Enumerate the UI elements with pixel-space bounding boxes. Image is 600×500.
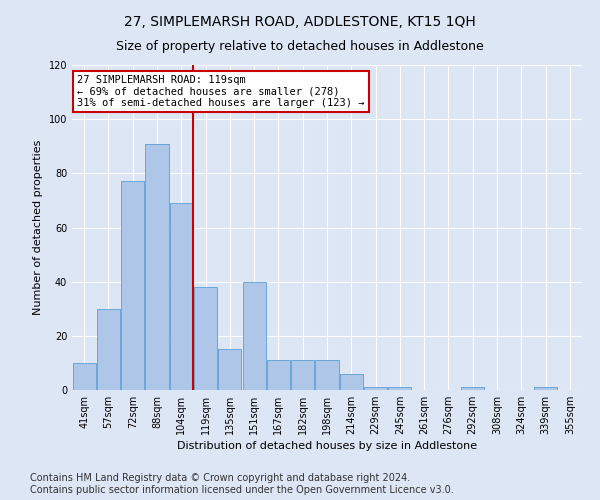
Bar <box>340 374 363 390</box>
Y-axis label: Number of detached properties: Number of detached properties <box>33 140 43 315</box>
Text: 27, SIMPLEMARSH ROAD, ADDLESTONE, KT15 1QH: 27, SIMPLEMARSH ROAD, ADDLESTONE, KT15 1… <box>124 15 476 29</box>
Bar <box>73 363 95 390</box>
Text: 27 SIMPLEMARSH ROAD: 119sqm
← 69% of detached houses are smaller (278)
31% of se: 27 SIMPLEMARSH ROAD: 119sqm ← 69% of det… <box>77 74 365 108</box>
Bar <box>364 388 387 390</box>
Bar <box>242 282 266 390</box>
Bar <box>461 388 484 390</box>
Bar <box>194 287 217 390</box>
Bar <box>534 388 557 390</box>
Bar <box>97 308 120 390</box>
Text: Contains HM Land Registry data © Crown copyright and database right 2024.
Contai: Contains HM Land Registry data © Crown c… <box>30 474 454 495</box>
Bar <box>267 360 290 390</box>
Bar <box>170 203 193 390</box>
Text: Size of property relative to detached houses in Addlestone: Size of property relative to detached ho… <box>116 40 484 53</box>
Bar <box>121 182 144 390</box>
Bar <box>316 360 338 390</box>
Bar <box>218 350 241 390</box>
Bar <box>291 360 314 390</box>
Bar <box>145 144 169 390</box>
X-axis label: Distribution of detached houses by size in Addlestone: Distribution of detached houses by size … <box>177 441 477 451</box>
Bar <box>388 388 412 390</box>
